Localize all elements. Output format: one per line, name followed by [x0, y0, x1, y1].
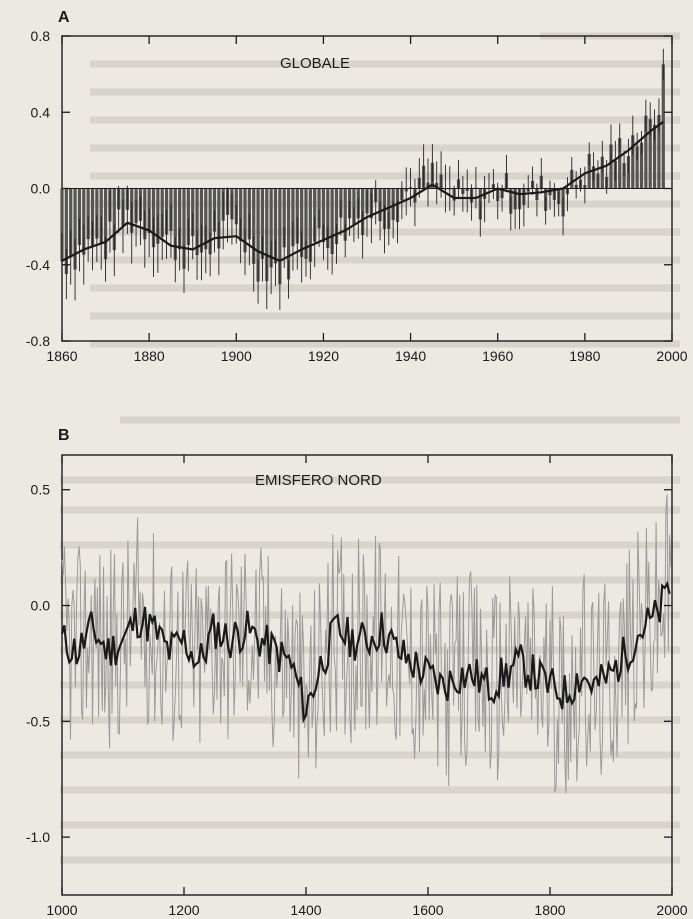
x-tick-label: 1860 [46, 348, 77, 364]
bar-a [639, 142, 644, 189]
bar-a [618, 138, 622, 189]
bar-a [631, 135, 635, 189]
bar-a [64, 188, 68, 275]
y-tick-label: 0.0 [31, 181, 51, 197]
bar-a [243, 188, 247, 253]
chart-title-b: EMISFERO NORD [255, 472, 382, 489]
bar-a [178, 188, 182, 250]
x-tick-label: 1900 [221, 348, 252, 364]
bar-a [622, 163, 626, 189]
x-tick-label: 1940 [395, 348, 426, 364]
bar-a [648, 119, 652, 189]
bar-a [609, 144, 613, 189]
bar-a [286, 188, 291, 280]
bar-a [313, 188, 317, 242]
bar-a [186, 188, 190, 245]
y-tick-label: -0.8 [26, 333, 50, 349]
bar-a [326, 188, 330, 249]
bar-a [95, 188, 99, 239]
plot-frame-b [61, 454, 673, 896]
bar-a [160, 188, 164, 238]
bar-a [260, 188, 265, 259]
bar-a [86, 188, 90, 240]
x-tick-label: 1200 [168, 902, 199, 918]
bar-a [82, 188, 86, 255]
bar-a [317, 188, 321, 229]
x-tick-label: 1980 [569, 348, 600, 364]
series-smooth-line-b [60, 580, 671, 724]
bar-a [282, 188, 286, 248]
x-tick-label: 1600 [412, 902, 443, 918]
bar-a [77, 188, 82, 245]
bar-a [173, 188, 177, 260]
y-tick-label: -0.4 [26, 257, 50, 273]
bar-a [73, 188, 77, 270]
y-tick-label: -0.5 [26, 713, 50, 729]
bar-a [199, 188, 204, 253]
bar-a [60, 188, 64, 262]
y-tick-label: -1.0 [26, 829, 50, 845]
bar-a [291, 188, 295, 247]
series-smooth-line-a [61, 120, 664, 263]
bar-a [334, 188, 339, 245]
bar-a [239, 188, 243, 241]
bar-a [343, 188, 347, 241]
bar-a [321, 188, 326, 243]
x-tick-label: 1000 [46, 902, 77, 918]
bar-a [69, 188, 73, 258]
y-tick-label: 0.0 [31, 598, 51, 614]
bar-a [273, 188, 278, 264]
bar-a [191, 188, 195, 237]
bars-a [60, 48, 665, 310]
x-tick-label: 2000 [656, 348, 687, 364]
x-tick-label: 2000 [656, 902, 687, 918]
bar-a [600, 156, 604, 189]
bar-a [657, 114, 661, 189]
bar-a [112, 188, 116, 251]
bar-a [278, 188, 282, 285]
bar-a [352, 188, 356, 225]
chart-panel-b: B EMISFERO NORD 1000 1200 1400 1600 1800 2000… [26, 427, 688, 918]
chart-panel-a: A GLOBALE 1860 1880 1900 1920 1940 1960 1980 20… [26, 9, 688, 364]
bar-a [265, 188, 269, 282]
bar-a [103, 188, 108, 260]
bar-a [661, 64, 665, 189]
bar-a [90, 188, 95, 246]
bar-a [269, 188, 273, 268]
bar-a [195, 188, 199, 256]
bar-a [182, 188, 186, 269]
y-tick-label: 0.5 [31, 482, 51, 498]
bar-a [635, 146, 639, 189]
bar-a [330, 188, 334, 255]
bar-a [252, 188, 256, 264]
bar-a [308, 188, 312, 262]
x-tick-label: 1800 [534, 902, 565, 918]
bar-a [304, 188, 308, 259]
bar-a [300, 188, 304, 258]
bar-a [212, 188, 217, 232]
bar-a [217, 188, 221, 249]
x-tick-label: 1960 [482, 348, 513, 364]
bar-a [204, 188, 208, 250]
bar-a [256, 188, 260, 282]
bar-a [644, 115, 648, 189]
bar-a [652, 124, 657, 189]
bar-a [99, 188, 103, 244]
panel-label-a: A [58, 9, 70, 26]
bar-a [295, 188, 299, 244]
x-tick-label: 1400 [290, 902, 321, 918]
x-tick-label: 1920 [308, 348, 339, 364]
panel-label-b: B [58, 427, 70, 444]
bar-a [208, 188, 212, 255]
x-tick-label: 1880 [134, 348, 165, 364]
y-tick-label: 0.8 [31, 28, 51, 44]
chart-title-a: GLOBALE [280, 55, 350, 72]
y-tick-label: 0.4 [31, 104, 51, 120]
